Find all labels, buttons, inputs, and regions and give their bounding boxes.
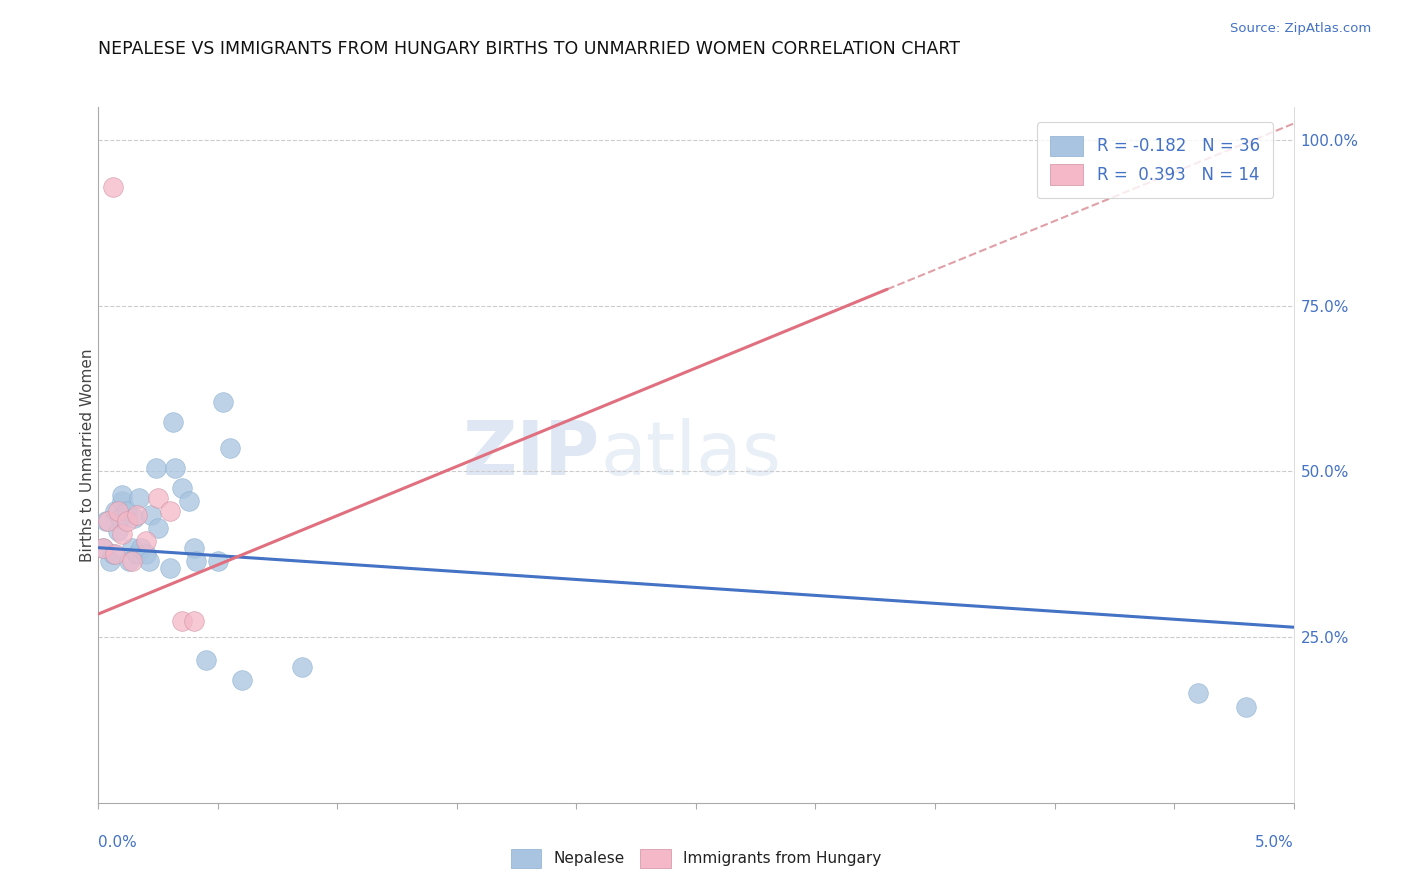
- Point: [179, 494, 201, 508]
- Point: [195, 653, 218, 667]
- Point: [183, 541, 205, 555]
- Point: [135, 547, 157, 561]
- Point: [121, 554, 143, 568]
- Point: [148, 491, 170, 505]
- Point: [1234, 699, 1257, 714]
- Point: [94, 514, 117, 528]
- Legend: Nepalese, Immigrants from Hungary: Nepalese, Immigrants from Hungary: [503, 841, 889, 875]
- Point: [107, 504, 129, 518]
- Point: [231, 673, 253, 688]
- Point: [172, 481, 194, 495]
- Text: NEPALESE VS IMMIGRANTS FROM HUNGARY BIRTHS TO UNMARRIED WOMEN CORRELATION CHART: NEPALESE VS IMMIGRANTS FROM HUNGARY BIRT…: [98, 40, 960, 58]
- Text: 0.0%: 0.0%: [98, 836, 138, 850]
- Point: [124, 511, 146, 525]
- Text: ZIP: ZIP: [463, 418, 600, 491]
- Point: [101, 179, 124, 194]
- Point: [91, 541, 114, 555]
- Point: [186, 554, 208, 568]
- Point: [115, 504, 138, 518]
- Point: [145, 461, 167, 475]
- Text: atlas: atlas: [600, 418, 782, 491]
- Point: [183, 614, 205, 628]
- Point: [207, 554, 229, 568]
- Point: [148, 521, 170, 535]
- Point: [91, 541, 114, 555]
- Text: Source: ZipAtlas.com: Source: ZipAtlas.com: [1230, 22, 1371, 36]
- Point: [111, 494, 134, 508]
- Point: [135, 534, 157, 549]
- Point: [121, 541, 143, 555]
- Point: [131, 541, 153, 555]
- Point: [172, 614, 194, 628]
- Point: [125, 508, 148, 522]
- Point: [101, 547, 124, 561]
- Point: [104, 547, 127, 561]
- Point: [128, 491, 150, 505]
- Point: [100, 554, 122, 568]
- Point: [125, 547, 148, 561]
- Point: [138, 554, 160, 568]
- Point: [163, 461, 186, 475]
- Point: [159, 504, 181, 518]
- Point: [159, 560, 181, 574]
- Point: [115, 514, 138, 528]
- Point: [291, 660, 314, 674]
- Point: [118, 554, 141, 568]
- Text: 5.0%: 5.0%: [1254, 836, 1294, 850]
- Point: [1187, 686, 1209, 700]
- Point: [211, 395, 233, 409]
- Point: [111, 488, 134, 502]
- Point: [219, 442, 242, 456]
- Y-axis label: Births to Unmarried Women: Births to Unmarried Women: [80, 348, 94, 562]
- Point: [139, 508, 162, 522]
- Point: [104, 504, 127, 518]
- Point: [107, 524, 129, 538]
- Point: [111, 527, 134, 541]
- Point: [97, 514, 120, 528]
- Point: [108, 511, 131, 525]
- Point: [162, 415, 184, 429]
